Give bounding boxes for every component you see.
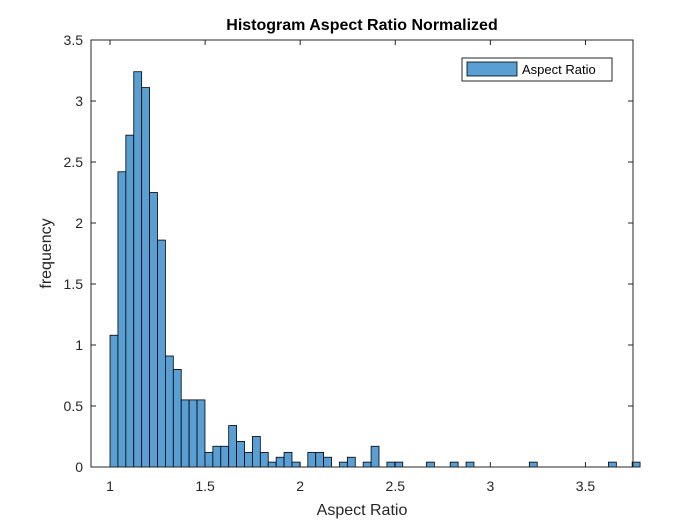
y-tick-label: 3.5 bbox=[64, 32, 84, 48]
histogram-bar bbox=[307, 451, 317, 468]
y-tick-label: 1 bbox=[75, 337, 83, 353]
histogram-bar bbox=[259, 451, 269, 468]
histogram-bar bbox=[362, 461, 372, 468]
histogram-bar bbox=[252, 436, 261, 468]
histogram-bar bbox=[449, 461, 459, 468]
histogram-bar bbox=[228, 425, 237, 468]
histogram-bar bbox=[196, 399, 206, 468]
y-tick-label: 2 bbox=[75, 215, 83, 231]
histogram-bar bbox=[133, 71, 143, 468]
x-tick-label: 3 bbox=[486, 478, 494, 494]
histogram-bar bbox=[164, 355, 174, 468]
y-tick-label: 2.5 bbox=[64, 154, 84, 170]
histogram-bar bbox=[180, 399, 190, 468]
x-axis-label: Aspect Ratio bbox=[317, 502, 408, 519]
histogram-bar bbox=[528, 461, 538, 468]
histogram-bar bbox=[346, 456, 356, 468]
histogram-bar bbox=[204, 451, 214, 468]
histogram-bar bbox=[244, 451, 253, 468]
histogram-bar bbox=[315, 451, 325, 468]
y-tick-label: 1.5 bbox=[64, 276, 84, 292]
histogram-bar bbox=[188, 399, 198, 468]
histogram-bar bbox=[267, 461, 277, 468]
histogram-bar bbox=[370, 445, 380, 468]
histogram-bar bbox=[117, 171, 127, 468]
x-tick-label: 1 bbox=[106, 478, 114, 494]
histogram-bar bbox=[141, 87, 150, 468]
histogram-bar bbox=[212, 445, 222, 468]
y-tick-label: 0.5 bbox=[64, 398, 84, 414]
x-tick-label: 3.5 bbox=[576, 478, 596, 494]
histogram-bar bbox=[465, 461, 475, 468]
histogram-bar bbox=[608, 461, 617, 468]
histogram-bar bbox=[109, 334, 119, 468]
histogram-bar bbox=[323, 456, 332, 468]
legend-label: Aspect Ratio bbox=[522, 62, 596, 77]
histogram-bar bbox=[283, 451, 293, 468]
ticks-group: 1 1.5 2 2.5 3 3.5 0 0.5 1 1.5 2 2.5 3 3.5 bbox=[64, 32, 633, 494]
legend-swatch bbox=[466, 61, 518, 77]
histogram-bar bbox=[275, 456, 285, 468]
histogram-bar bbox=[220, 445, 230, 468]
y-axis-label: frequency bbox=[38, 218, 55, 288]
histogram-bar bbox=[426, 461, 435, 468]
y-tick-label: 3 bbox=[75, 93, 83, 109]
x-tick-label: 1.5 bbox=[195, 478, 215, 494]
legend[interactable]: Aspect Ratio bbox=[461, 57, 613, 82]
histogram-bar bbox=[339, 461, 348, 468]
chart-title: Histogram Aspect Ratio Normalized bbox=[226, 17, 497, 34]
histogram-bar bbox=[291, 461, 301, 468]
histogram-bar bbox=[236, 440, 245, 468]
histogram-bar bbox=[149, 192, 158, 468]
y-tick-label: 0 bbox=[75, 459, 83, 475]
axes-box bbox=[90, 39, 634, 468]
histogram-bar bbox=[157, 239, 166, 468]
histogram-bar bbox=[631, 461, 641, 468]
x-tick-label: 2.5 bbox=[386, 478, 406, 494]
x-tick-label: 2 bbox=[296, 478, 304, 494]
histogram-bar bbox=[125, 134, 135, 468]
histogram-bar bbox=[172, 368, 182, 468]
histogram-bar bbox=[394, 461, 404, 468]
histogram-bar bbox=[386, 461, 396, 468]
